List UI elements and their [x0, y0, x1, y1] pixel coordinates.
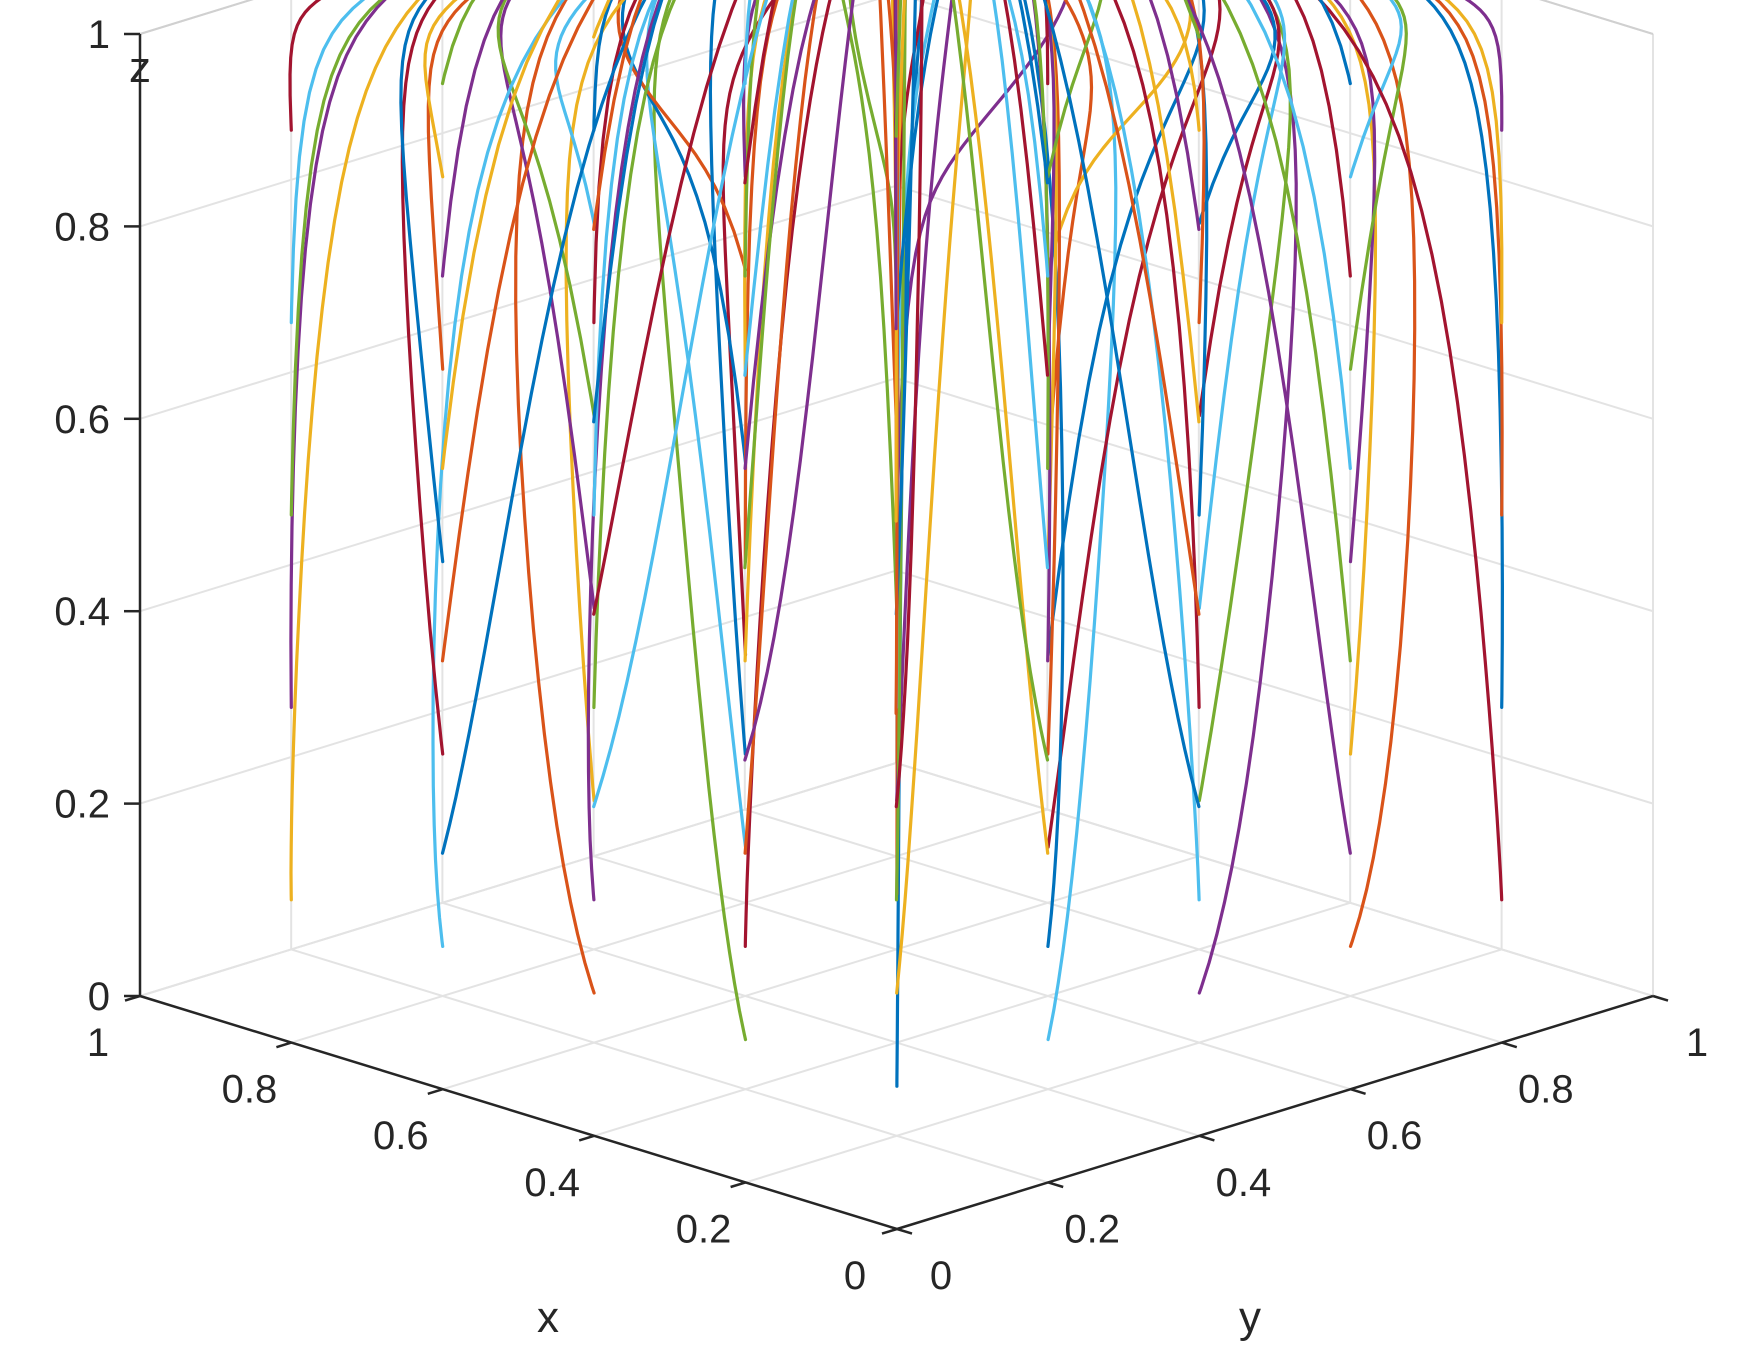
grid-line	[895, 762, 1654, 997]
y-tick-mark	[1652, 994, 1669, 1002]
trajectory-line	[895, 0, 954, 803]
trajectory-line	[620, 0, 748, 464]
trajectory-line	[1046, 0, 1222, 849]
trajectory-line	[848, 0, 899, 319]
trajectory-line	[895, 0, 924, 1088]
trajectory-line	[586, 0, 662, 902]
trajectory-line	[743, 0, 819, 855]
x-axis-line	[139, 994, 898, 1231]
grid-line	[290, 948, 1049, 1184]
grid-line	[895, 184, 1654, 420]
x-tick-mark	[881, 1227, 898, 1235]
trajectory-line	[496, 0, 596, 418]
x-tick-label: 0.8	[222, 1068, 278, 1112]
trajectories	[288, 0, 1504, 1088]
trajectory-line	[1348, 0, 1408, 371]
trajectory-line	[1046, 0, 1094, 464]
x-tick-mark	[730, 1181, 746, 1189]
grid-line	[895, 377, 1654, 613]
y-tick-mark	[1501, 1041, 1518, 1049]
x-tick-label: 0	[844, 1254, 866, 1298]
z-tick-label: 0.6	[54, 398, 110, 442]
y-tick-mark	[1199, 1134, 1215, 1142]
x-tick-label: 0.2	[676, 1207, 732, 1251]
z-tick-label: 0.2	[54, 783, 110, 827]
y-tick-label: 0.4	[1216, 1161, 1272, 1205]
trajectory-line	[957, 0, 1050, 855]
trajectory-line	[1046, 0, 1206, 657]
trajectory-line	[1085, 0, 1201, 902]
tick-labels: 00.20.40.60.8100.20.40.60.8100.20.40.60.…	[54, 13, 1708, 1298]
x-tick-label: 0.4	[524, 1161, 580, 1205]
trajectory-line	[564, 0, 626, 803]
y-tick-mark	[1047, 1181, 1064, 1189]
grid-line	[744, 808, 1503, 1044]
trajectory-line	[499, 0, 596, 610]
z-tick-label: 0.4	[54, 590, 110, 634]
trajectory-line	[1326, 0, 1378, 756]
grid-line	[745, 948, 1502, 1184]
y-tick-label: 1	[1686, 1021, 1708, 1065]
trajectory-line	[1197, 0, 1298, 995]
grid-line	[442, 855, 1200, 1091]
x-tick-mark	[427, 1088, 444, 1095]
y-axis-title: y	[1239, 1293, 1261, 1342]
trajectory-line	[1046, 0, 1118, 1042]
x-tick-label: 0.6	[373, 1114, 429, 1158]
z-tick-label: 0.8	[54, 205, 110, 249]
y-tick-label: 0	[930, 1254, 952, 1298]
grid-line	[139, 762, 897, 997]
trajectory-line	[616, 0, 748, 272]
x-tick-mark	[276, 1041, 292, 1049]
trajectory-line	[721, 0, 776, 657]
trajectory-line	[1042, 0, 1201, 809]
trajectory-line	[554, 0, 596, 225]
grid-line	[593, 855, 1351, 1091]
y-axis-line	[896, 994, 1654, 1231]
grid-line	[442, 901, 1200, 1137]
trajectory-line	[1113, 0, 1201, 709]
trajectory-line	[1317, 0, 1504, 902]
y-tick-mark	[896, 1227, 913, 1235]
trajectory-line	[951, 0, 1050, 762]
trajectory-line	[431, 0, 565, 948]
trajectory-line	[289, 0, 421, 902]
trajectory-line	[592, 0, 738, 616]
x-tick-mark	[578, 1134, 595, 1142]
trajectory-line	[743, 0, 855, 762]
trajectory-line	[741, 0, 757, 179]
z-axis-title: z	[129, 43, 151, 92]
grid-line	[914, 0, 1654, 228]
trajectory-line	[1348, 0, 1417, 948]
grid-line	[895, 569, 1654, 805]
trajectory-line	[440, 0, 647, 855]
x-axis-title: x	[537, 1293, 559, 1342]
x-tick-mark	[124, 994, 141, 1002]
trajectory-line	[592, 0, 769, 809]
trajectory-line	[894, 0, 907, 902]
grid-line	[139, 377, 897, 613]
y-tick-label: 0.8	[1518, 1068, 1574, 1112]
grid-line	[291, 808, 1048, 1044]
grid-line	[593, 901, 1351, 1137]
trajectory-line	[400, 0, 445, 756]
trajectory-line	[1197, 0, 1287, 610]
trajectory-line	[1046, 0, 1193, 272]
trajectory-line	[895, 0, 1068, 511]
trajectory-line	[894, 0, 924, 809]
trajectory-line	[743, 0, 832, 948]
y-tick-mark	[1350, 1088, 1366, 1095]
trajectory-line	[652, 0, 748, 1042]
y-tick-label: 0.6	[1367, 1114, 1423, 1158]
y-tick-label: 0.2	[1064, 1207, 1120, 1251]
z-tick-label: 0	[88, 975, 110, 1019]
grid-line	[139, 569, 897, 805]
z-tick-label: 1	[88, 13, 110, 57]
trajectory-line	[514, 0, 596, 995]
trajectory-line	[1186, 0, 1352, 855]
x-tick-label: 1	[87, 1021, 109, 1065]
trajectory-line	[743, 0, 797, 663]
trajectory-line	[895, 0, 972, 995]
